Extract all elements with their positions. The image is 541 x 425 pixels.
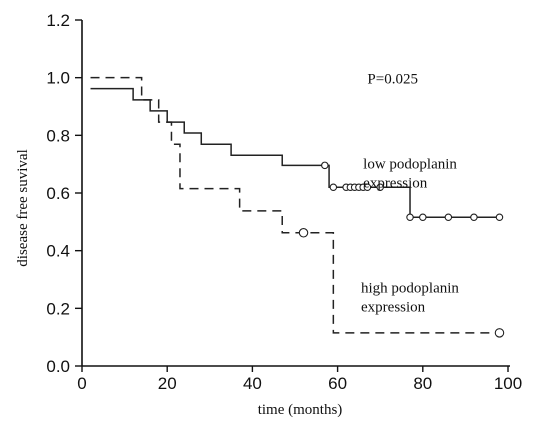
series-label-high: expression [361, 299, 426, 315]
x-tick-label: 100 [494, 374, 522, 393]
x-axis-label: time (months) [258, 402, 343, 418]
survival-curve-high [90, 76, 500, 334]
censor-mark-low [406, 213, 414, 221]
censor-mark-low [470, 213, 478, 221]
x-tick-label: 60 [328, 374, 347, 393]
survival-curve-low [90, 87, 500, 218]
censor-mark-low [363, 183, 372, 191]
x-tick-label: 20 [158, 374, 177, 393]
series-label-low: expression [363, 175, 428, 191]
censor-mark-low [376, 183, 384, 191]
censor-mark-high [494, 328, 505, 338]
x-tick-label: 80 [413, 374, 432, 393]
series-label-high: high podoplanin [361, 280, 459, 296]
censor-mark-high [298, 228, 309, 238]
y-tick-label: 0.4 [46, 242, 70, 261]
censor-mark-low [329, 183, 338, 191]
annotations: P=0.025 [367, 71, 418, 87]
censor-marks [298, 161, 505, 338]
censor-mark-low [419, 213, 427, 221]
survival-curves [90, 76, 500, 334]
axes [81, 20, 510, 367]
y-tick-label: 1.0 [46, 69, 70, 88]
censor-mark-low [444, 213, 453, 221]
p-value-annotation: P=0.025 [367, 71, 418, 87]
y-tick-label: 0.6 [46, 184, 70, 203]
y-tick-label: 1.2 [46, 11, 70, 30]
y-tick-label: 0.8 [46, 126, 70, 145]
x-tick-label: 0 [77, 374, 86, 393]
x-tick-label: 40 [243, 374, 262, 393]
y-axis-label: disease free suvival [15, 149, 31, 266]
y-tick-label: 0.2 [46, 299, 70, 318]
ticks: 0.0 0.2 0.4 0.6 0.8 1.0 1.2 0 20 40 60 80 100 [46, 11, 522, 393]
series-label-low: low podoplanin [363, 156, 457, 172]
y-tick-label: 0.0 [46, 357, 70, 376]
censor-mark-low [321, 161, 329, 170]
series-labels: low podoplanin expression high podoplanin e… [361, 156, 459, 315]
censor-mark-low [495, 213, 504, 221]
